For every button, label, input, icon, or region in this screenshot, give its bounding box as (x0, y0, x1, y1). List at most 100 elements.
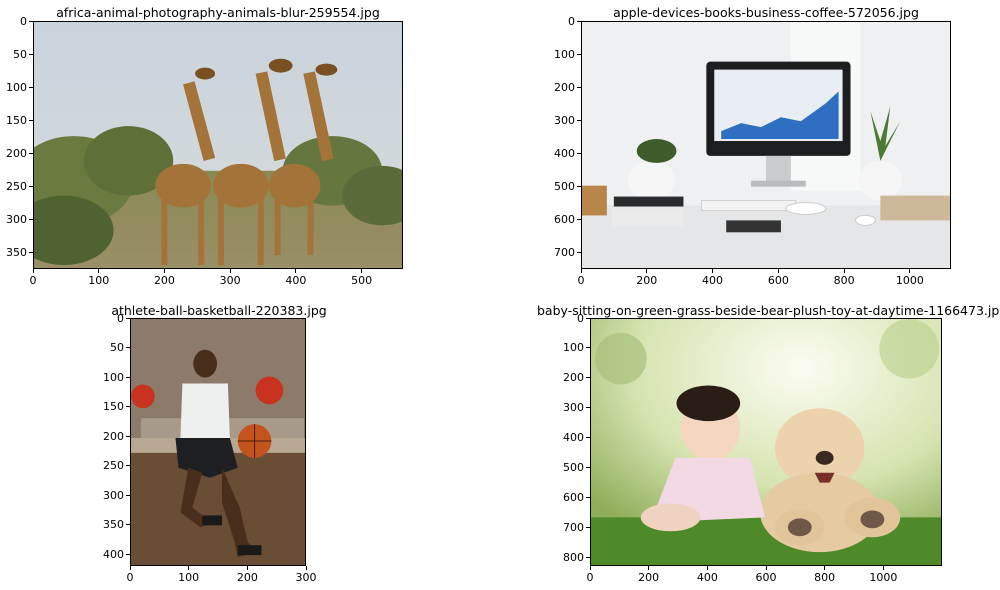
image-frame (130, 318, 306, 566)
y-tick-label: 500 (554, 179, 575, 193)
y-tick-label: 350 (6, 245, 27, 259)
x-tick (882, 566, 884, 570)
y-tick (126, 553, 130, 555)
x-tick (305, 566, 307, 570)
y-tick (577, 119, 581, 121)
y-tick (126, 494, 130, 496)
y-tick-label: 300 (554, 113, 575, 127)
y-tick-label: 400 (103, 547, 124, 561)
y-tick (577, 152, 581, 154)
y-tick (126, 406, 130, 408)
y-tick-label: 200 (6, 146, 27, 160)
y-tick-label: 400 (563, 431, 584, 445)
y-tick (29, 119, 33, 121)
x-tick (188, 566, 190, 570)
y-tick (586, 407, 590, 409)
x-tick (295, 269, 297, 273)
y-tick (577, 20, 581, 22)
y-tick (577, 251, 581, 253)
y-tick (126, 347, 130, 349)
x-tick (129, 566, 131, 570)
x-tick-label: 400 (696, 571, 718, 584)
y-tick-label: 200 (563, 371, 584, 385)
x-tick (589, 566, 591, 570)
y-tick-label: 800 (563, 550, 584, 564)
y-tick-label: 500 (563, 460, 584, 474)
x-tick-label: 300 (219, 274, 241, 287)
y-tick (586, 466, 590, 468)
office-desk-photo (582, 22, 950, 268)
y-tick (126, 465, 130, 467)
y-tick-label: 0 (117, 311, 124, 325)
x-tick (824, 566, 826, 570)
x-tick (246, 566, 248, 570)
x-tick (32, 269, 34, 273)
x-tick (765, 566, 767, 570)
y-tick-label: 0 (568, 14, 575, 28)
x-tick (98, 269, 100, 273)
x-tick-label: 100 (178, 571, 200, 584)
x-tick-label: 600 (767, 274, 789, 287)
y-tick-label: 200 (103, 429, 124, 443)
y-tick (586, 437, 590, 439)
x-tick (706, 566, 708, 570)
y-tick (586, 347, 590, 349)
image-frame (33, 21, 403, 269)
x-tick-label: 600 (755, 571, 777, 584)
y-tick-label: 50 (110, 341, 124, 355)
x-tick (163, 269, 165, 273)
x-tick-label: 400 (285, 274, 307, 287)
y-tick-label: 300 (6, 212, 27, 226)
x-tick-label: 1000 (869, 571, 898, 584)
y-tick (586, 317, 590, 319)
x-tick-label: 200 (638, 571, 660, 584)
y-tick-label: 150 (6, 113, 27, 127)
y-tick (29, 218, 33, 220)
x-tick-label: 800 (814, 571, 836, 584)
y-tick (29, 20, 33, 22)
y-tick-label: 150 (103, 400, 124, 414)
y-tick-label: 250 (6, 179, 27, 193)
y-tick (29, 185, 33, 187)
x-tick-label: 200 (236, 571, 258, 584)
x-tick-label: 500 (351, 274, 373, 287)
x-tick (777, 269, 779, 273)
x-tick (580, 269, 582, 273)
y-tick (29, 53, 33, 55)
baby-teddy-bear-photo (591, 319, 941, 565)
y-tick-label: 100 (103, 370, 124, 384)
image-title: africa-animal-photography-animals-blur-2… (56, 5, 380, 20)
y-tick-label: 50 (13, 47, 27, 61)
y-tick-label: 100 (554, 47, 575, 61)
x-tick-label: 200 (636, 274, 658, 287)
y-tick-label: 300 (103, 488, 124, 502)
y-tick (126, 376, 130, 378)
x-tick-label: 1000 (895, 274, 924, 287)
y-tick (577, 53, 581, 55)
image-title: baby-sitting-on-green-grass-beside-bear-… (537, 303, 1000, 318)
y-tick (586, 377, 590, 379)
y-tick-label: 0 (577, 311, 584, 325)
y-tick (577, 86, 581, 88)
y-tick-label: 350 (103, 518, 124, 532)
x-tick (648, 566, 650, 570)
y-tick (586, 556, 590, 558)
x-tick-label: 400 (702, 274, 724, 287)
basketball-player-photo (131, 319, 305, 565)
y-tick (586, 526, 590, 528)
image-title: athlete-ball-basketball-220383.jpg (111, 303, 327, 318)
image-title: apple-devices-books-business-coffee-5720… (613, 5, 919, 20)
giraffes-photo (34, 22, 402, 268)
x-tick-label: 200 (153, 274, 175, 287)
y-tick (577, 185, 581, 187)
y-tick (29, 152, 33, 154)
y-tick (29, 86, 33, 88)
y-tick-label: 600 (554, 212, 575, 226)
y-tick-label: 100 (563, 341, 584, 355)
image-frame (581, 21, 951, 269)
x-tick (843, 269, 845, 273)
y-tick-label: 600 (563, 490, 584, 504)
y-tick-label: 100 (6, 80, 27, 94)
x-tick (909, 269, 911, 273)
x-tick (361, 269, 363, 273)
